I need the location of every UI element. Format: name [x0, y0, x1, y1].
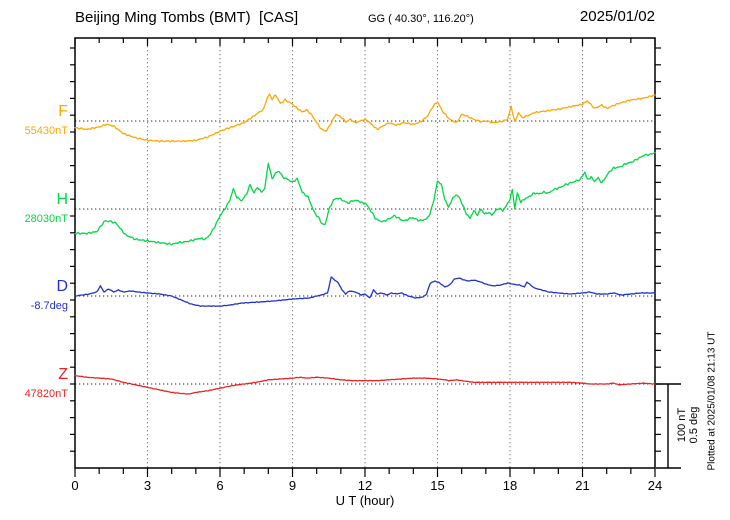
baselines [75, 120, 655, 385]
x-tick-label: 9 [289, 478, 296, 493]
x-tick-label: 24 [648, 478, 662, 493]
x-axis-labels: 0 3 6 9 12 15 18 21 24 U T (hour) [71, 478, 662, 508]
gridlines [146, 38, 584, 468]
scale-bar-nt: 100 nT [676, 407, 688, 443]
x-tick-label: 21 [575, 478, 589, 493]
plotted-at-label: Plotted at 2025/01/08 21:13 UT [706, 331, 718, 471]
plot-frame [74, 37, 656, 469]
channel-baseline-f: 55430nT [24, 125, 68, 137]
trace-H [74, 152, 656, 246]
axis-ticks [70, 38, 661, 477]
scale-bar-deg: 0.5 deg [688, 406, 700, 444]
trace-F [74, 93, 656, 143]
x-tick-label: 15 [430, 478, 444, 493]
channel-label-h: H [56, 191, 68, 208]
x-axis-title: U T (hour) [336, 493, 395, 508]
page-title: Beijing Ming Tombs (BMT) [CAS] [75, 9, 299, 26]
channel-label-f: F [58, 103, 68, 120]
x-tick-label: 18 [503, 478, 517, 493]
channel-label-d: D [56, 278, 68, 295]
plot-date: 2025/01/02 [579, 8, 655, 25]
channel-label-z: Z [58, 366, 68, 383]
channel-baseline-d: -8.7deg [30, 300, 68, 312]
x-tick-label: 12 [358, 478, 372, 493]
trace-Z [74, 374, 656, 395]
scale-bar-label: 100 nT 0.5 deg [676, 407, 700, 444]
station-coordinates: GG ( 40.30°, 116.20°) [368, 13, 474, 25]
x-tick-label: 6 [216, 478, 223, 493]
x-tick-label: 0 [71, 478, 78, 493]
trace-D [74, 276, 656, 308]
x-tick-label: 3 [144, 478, 151, 493]
channel-baseline-h: 28030nT [24, 213, 68, 225]
channel-baseline-z: 47820nT [24, 388, 68, 400]
scale-bar [656, 383, 681, 469]
